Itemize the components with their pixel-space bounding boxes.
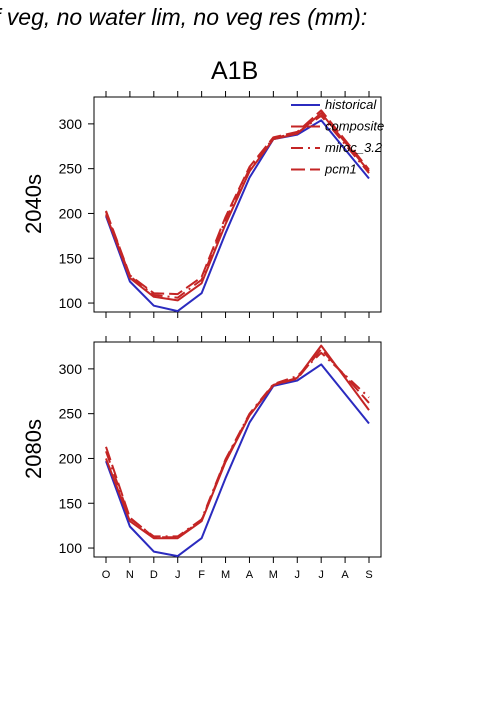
legend-label: pcm1	[324, 162, 357, 177]
x-tick-label: D	[150, 569, 158, 581]
series-line-pcm1	[105, 109, 370, 296]
chart-panel-2040s: 100 150 200 250 300 2040s historical composite m…	[21, 91, 384, 318]
chart-panel-2080s: 100 150 200 250 300 O N D J F M A M J J A S 2080s	[21, 336, 382, 581]
x-tick-label: J	[295, 569, 301, 581]
legend-label: miroc_3.2	[325, 140, 383, 155]
legend-label: historical	[325, 97, 377, 112]
series-line-pcm1	[105, 348, 370, 539]
y-tick-label: 300	[59, 116, 83, 132]
legend-label: composite	[325, 119, 384, 134]
x-tick-label: M	[269, 569, 278, 581]
y-tick-label: 250	[59, 161, 83, 177]
x-tick-label: J	[175, 569, 181, 581]
x-tick-label: N	[126, 569, 134, 581]
y-tick-label: 150	[59, 250, 83, 266]
x-tick-label: M	[221, 569, 230, 581]
series-line-historical	[105, 119, 370, 313]
plot-frame	[93, 96, 382, 313]
x-tick-label: A	[246, 569, 254, 581]
panel-label: 2040s	[21, 174, 46, 234]
series-line-historical	[105, 363, 370, 558]
x-tick-label: F	[198, 569, 205, 581]
x-tick-label: S	[365, 569, 372, 581]
x-tick-label: O	[102, 569, 111, 581]
y-tick-label: 200	[59, 450, 83, 466]
y-tick-label: 100	[59, 540, 83, 556]
panel-label: 2080s	[21, 419, 46, 479]
y-tick-label: 250	[59, 406, 83, 422]
y-tick-label: 300	[59, 361, 83, 377]
figure-title: f veg, no water lim, no veg res (mm):	[0, 4, 368, 30]
plot-frame	[93, 341, 382, 558]
y-tick-label: 100	[59, 295, 83, 311]
x-tick-label: A	[341, 569, 349, 581]
y-tick-label: 150	[59, 495, 83, 511]
y-tick-label: 200	[59, 205, 83, 221]
series-line-miroc-3-2	[105, 351, 370, 538]
x-tick-label: J	[318, 569, 324, 581]
legend: historical composite miroc_3.2 pcm1	[291, 97, 384, 177]
scenario-title: A1B	[211, 57, 259, 85]
